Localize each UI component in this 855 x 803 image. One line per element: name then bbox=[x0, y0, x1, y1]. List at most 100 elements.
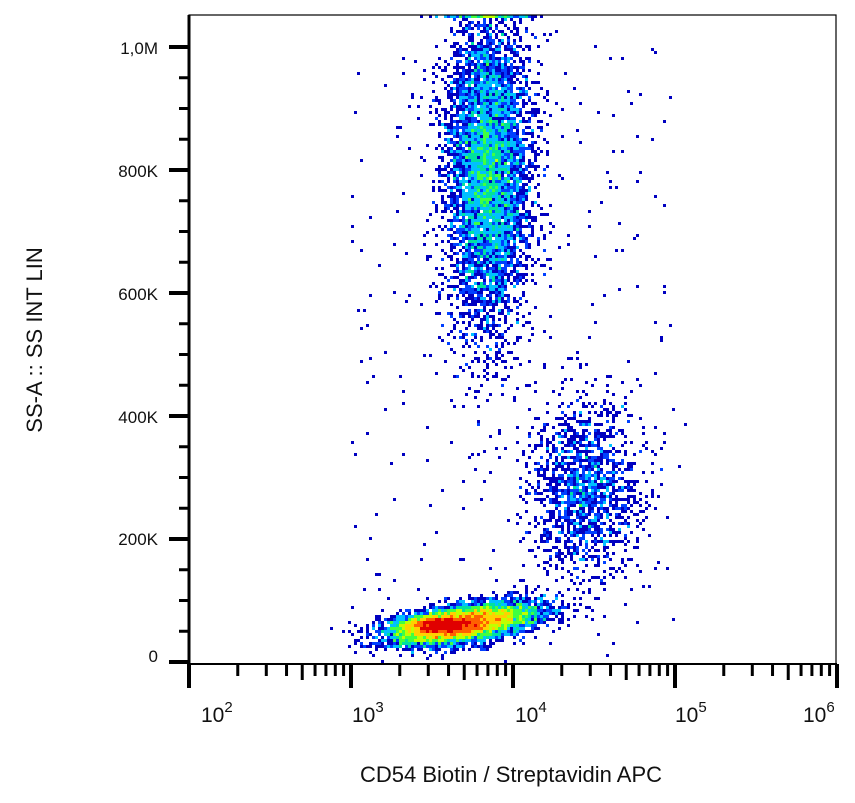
event-dot bbox=[480, 69, 483, 72]
event-dot bbox=[489, 123, 492, 126]
event-dot bbox=[606, 384, 609, 387]
event-dot bbox=[468, 153, 471, 156]
event-dot bbox=[636, 537, 639, 540]
event-dot bbox=[612, 405, 615, 408]
event-dot bbox=[459, 138, 462, 141]
event-dot bbox=[453, 621, 456, 624]
event-dot bbox=[366, 630, 369, 633]
event-dots bbox=[330, 15, 687, 663]
event-dot bbox=[468, 198, 471, 201]
event-dot bbox=[453, 177, 456, 180]
event-dot bbox=[459, 636, 462, 639]
event-dot bbox=[552, 435, 555, 438]
event-dot bbox=[429, 645, 432, 648]
event-dot bbox=[510, 63, 513, 66]
event-dot bbox=[567, 588, 570, 591]
event-dot bbox=[495, 87, 498, 90]
event-dot bbox=[435, 312, 438, 315]
event-dot bbox=[468, 633, 471, 636]
event-dot bbox=[492, 99, 495, 102]
event-dot bbox=[495, 639, 498, 642]
event-dot bbox=[423, 612, 426, 615]
event-dot bbox=[468, 189, 471, 192]
event-dot bbox=[666, 567, 669, 570]
event-dot bbox=[546, 483, 549, 486]
event-dot bbox=[507, 72, 510, 75]
event-dot bbox=[585, 543, 588, 546]
event-dot bbox=[570, 579, 573, 582]
event-dot bbox=[492, 156, 495, 159]
event-dot bbox=[525, 258, 528, 261]
event-dot bbox=[648, 534, 651, 537]
event-dot bbox=[477, 144, 480, 147]
event-dot bbox=[507, 99, 510, 102]
event-dot bbox=[426, 597, 429, 600]
event-dot bbox=[615, 495, 618, 498]
event-dot bbox=[471, 453, 474, 456]
event-dot bbox=[396, 642, 399, 645]
event-dot bbox=[510, 204, 513, 207]
event-dot bbox=[573, 447, 576, 450]
event-dot bbox=[585, 459, 588, 462]
event-dot bbox=[549, 267, 552, 270]
event-dot bbox=[483, 630, 486, 633]
event-dot bbox=[480, 192, 483, 195]
event-dot bbox=[567, 405, 570, 408]
event-dot bbox=[474, 183, 477, 186]
event-dot bbox=[603, 474, 606, 477]
event-dot bbox=[519, 57, 522, 60]
event-dot bbox=[504, 180, 507, 183]
event-dot bbox=[477, 261, 480, 264]
event-dot bbox=[492, 78, 495, 81]
event-dot bbox=[474, 222, 477, 225]
event-dot bbox=[549, 483, 552, 486]
event-dot bbox=[489, 192, 492, 195]
event-dot bbox=[468, 246, 471, 249]
event-dot bbox=[471, 375, 474, 378]
event-dot bbox=[465, 150, 468, 153]
event-dot bbox=[459, 282, 462, 285]
event-dot bbox=[549, 258, 552, 261]
event-dot bbox=[510, 324, 513, 327]
event-dot bbox=[477, 630, 480, 633]
event-dot bbox=[582, 525, 585, 528]
event-dot bbox=[540, 87, 543, 90]
event-dot bbox=[450, 234, 453, 237]
event-dot bbox=[498, 108, 501, 111]
event-dot bbox=[570, 492, 573, 495]
event-dot bbox=[486, 303, 489, 306]
event-dot bbox=[483, 243, 486, 246]
event-dot bbox=[552, 471, 555, 474]
event-dot bbox=[390, 621, 393, 624]
event-dot bbox=[522, 273, 525, 276]
event-dot bbox=[480, 255, 483, 258]
event-dot bbox=[513, 186, 516, 189]
event-dot bbox=[516, 339, 519, 342]
event-dot bbox=[441, 609, 444, 612]
event-dot bbox=[495, 72, 498, 75]
event-dot bbox=[477, 360, 480, 363]
event-dot bbox=[468, 171, 471, 174]
event-dot bbox=[450, 204, 453, 207]
event-dot bbox=[447, 111, 450, 114]
event-dot bbox=[444, 600, 447, 603]
event-dot bbox=[504, 270, 507, 273]
event-dot bbox=[483, 603, 486, 606]
event-dot bbox=[498, 333, 501, 336]
event-dot bbox=[570, 450, 573, 453]
event-dot bbox=[582, 558, 585, 561]
event-dot bbox=[573, 438, 576, 441]
event-dot bbox=[585, 615, 588, 618]
event-dot bbox=[462, 72, 465, 75]
event-dot bbox=[450, 99, 453, 102]
event-dot bbox=[609, 180, 612, 183]
event-dot bbox=[522, 498, 525, 501]
event-dot bbox=[474, 216, 477, 219]
event-dot bbox=[486, 75, 489, 78]
event-dot bbox=[561, 450, 564, 453]
event-dot bbox=[465, 57, 468, 60]
event-dot bbox=[480, 108, 483, 111]
event-dot bbox=[549, 555, 552, 558]
event-dot bbox=[465, 258, 468, 261]
event-dot bbox=[639, 171, 642, 174]
